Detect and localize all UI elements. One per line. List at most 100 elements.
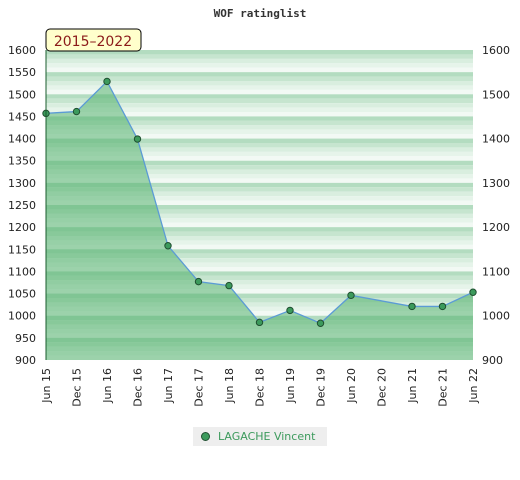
background-band <box>46 76 473 81</box>
background-band <box>46 63 473 68</box>
background-band <box>46 134 473 139</box>
rating-area <box>46 81 473 360</box>
background-band <box>46 275 473 281</box>
x-tick-label: Jun 16 <box>101 368 114 404</box>
data-point <box>72 107 81 116</box>
x-tick-label: Jun 15 <box>40 368 53 404</box>
background-band <box>46 182 473 188</box>
x-tick-label: Dec 20 <box>376 368 389 407</box>
data-point <box>286 306 294 315</box>
y-tick-label: 1200 <box>8 221 36 234</box>
background-band <box>46 178 473 183</box>
background-band <box>46 116 473 121</box>
background-band <box>46 236 473 241</box>
area-fill <box>46 81 473 360</box>
background-band <box>46 58 473 64</box>
data-point <box>225 281 233 290</box>
y-tick-label: 1000 <box>8 310 36 323</box>
y-tick-label: 1100 <box>8 265 36 278</box>
background-band <box>46 50 473 55</box>
y-tick-label-right: 1600 <box>482 44 510 57</box>
data-point <box>469 288 477 296</box>
background-band <box>46 218 473 223</box>
background-band <box>46 262 473 267</box>
background-band <box>46 54 473 59</box>
x-tick-label: Jun 17 <box>162 368 175 404</box>
background-band <box>46 103 473 108</box>
background-band <box>46 284 473 290</box>
period-badge: 2015–2022 <box>45 28 142 52</box>
background-band <box>46 209 473 214</box>
y-tick-label-right: 1300 <box>482 177 510 190</box>
background-band <box>46 143 473 148</box>
background-band <box>46 280 473 285</box>
y-tick-label: 1300 <box>8 177 36 190</box>
background-band <box>46 169 473 174</box>
background-band <box>46 231 473 236</box>
background-band <box>46 125 473 130</box>
y-tick-label: 1250 <box>8 199 36 212</box>
background-band <box>46 72 473 77</box>
background-band <box>46 298 473 303</box>
background-band <box>46 174 473 179</box>
rating-line <box>45 80 474 325</box>
y-axis-right: 900 1000 1100 1200 1300 1400 1500 1600 <box>482 44 510 367</box>
background-band <box>46 253 473 259</box>
y-tick-label: 1450 <box>8 110 36 123</box>
background-band <box>46 107 473 112</box>
background-band <box>46 213 473 219</box>
background-band <box>46 227 473 232</box>
background-band <box>46 267 473 272</box>
background-band <box>46 205 473 210</box>
y-tick-label: 1400 <box>8 133 36 146</box>
data-point <box>347 291 355 300</box>
background-band <box>46 302 473 307</box>
background-band <box>46 187 473 192</box>
y-axis-left: 900 950 1000 1050 1100 1150 1200 1250 1300 1350 14… <box>8 44 36 367</box>
background-band <box>46 315 473 321</box>
x-tick-label: Jun 22 <box>467 368 480 404</box>
background-band <box>46 156 473 161</box>
background-band <box>46 249 473 254</box>
background-band <box>46 147 473 152</box>
y-tick-label: 1600 <box>8 44 36 57</box>
background-band <box>46 240 473 245</box>
y-tick-label: 1350 <box>8 155 36 168</box>
legend: LAGACHE Vincent <box>193 427 327 446</box>
background-band <box>46 196 473 201</box>
y-tick-label-right: 1200 <box>482 221 510 234</box>
background-band <box>46 81 473 86</box>
y-tick-label: 950 <box>15 332 36 345</box>
y-tick-label: 1550 <box>8 66 36 79</box>
background-band <box>46 200 473 205</box>
x-tick-label: Dec 21 <box>437 368 450 407</box>
y-tick-label-right: 1500 <box>482 88 510 101</box>
data-point <box>255 318 264 327</box>
x-tick-label: Dec 15 <box>71 368 84 407</box>
y-tick-label: 1500 <box>8 88 36 101</box>
background-band <box>46 165 473 170</box>
background-band <box>46 289 473 294</box>
data-point <box>438 302 447 311</box>
background-band <box>46 94 473 99</box>
legend-marker-icon <box>201 432 210 441</box>
background-band <box>46 271 473 276</box>
x-axis: Jun 15 Dec 15 Jun 16 Dec 16 Jun 17 Dec 17 Jun … <box>40 368 480 407</box>
y-tick-label-right: 900 <box>482 354 503 367</box>
y-tick-label-right: 1100 <box>482 265 510 278</box>
background-band <box>46 112 473 117</box>
y-tick-label: 1150 <box>8 243 36 256</box>
background-band <box>46 98 473 104</box>
background-band <box>46 311 473 316</box>
background-band <box>46 293 473 298</box>
data-point <box>164 242 172 250</box>
period-badge-label: 2015–2022 <box>54 34 132 50</box>
data-point <box>194 277 203 286</box>
data-points <box>42 77 477 327</box>
background-band <box>46 244 473 250</box>
background-band <box>46 258 473 263</box>
data-point <box>316 319 325 327</box>
background-band <box>46 191 473 197</box>
data-point <box>133 135 142 143</box>
y-tick-label-right: 1000 <box>482 310 510 323</box>
